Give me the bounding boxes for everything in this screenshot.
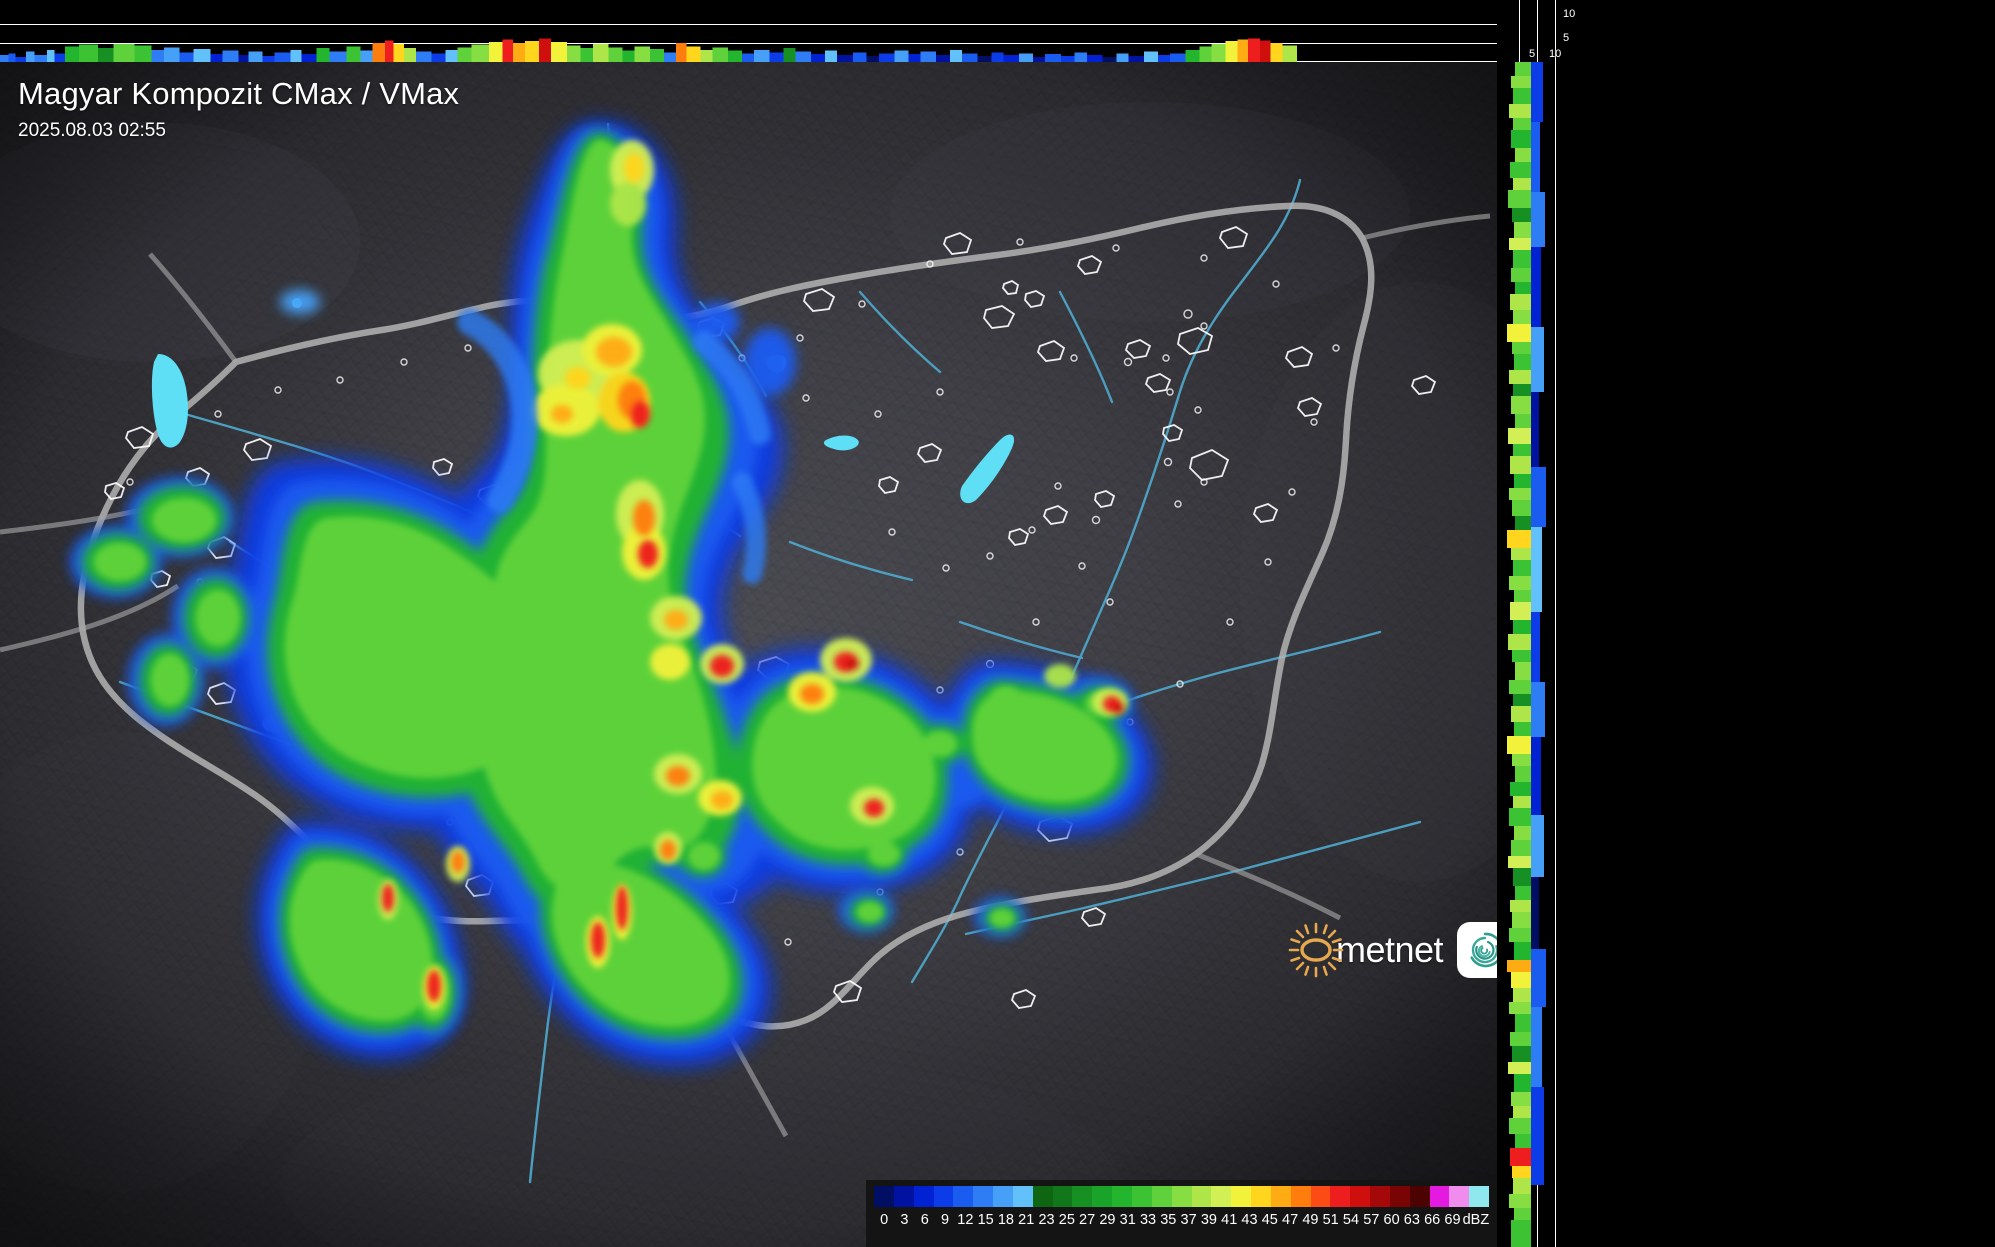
dbz-tick-66: 66: [1424, 1212, 1441, 1228]
dbz-swatch-22: [1310, 1186, 1331, 1207]
dbz-tick-49: 49: [1302, 1212, 1319, 1228]
dbz-swatch-11: [1092, 1186, 1113, 1207]
dbz-swatch-25: [1370, 1186, 1390, 1207]
dbz-tick-45: 45: [1261, 1212, 1278, 1228]
radar-echo-core-green: [94, 139, 1119, 1027]
vmax-right-echo-profile: [1507, 62, 1531, 1247]
radar-echo-edge: [457, 309, 771, 584]
dbz-tick-41: 41: [1221, 1212, 1238, 1228]
map-vector-layer: [0, 62, 1497, 1247]
vmax-top-gridline-5: [0, 43, 1497, 44]
dbz-swatch-18: [1231, 1186, 1252, 1207]
dbz-swatch-1: [893, 1186, 914, 1207]
radar-echo-red-cores: [382, 153, 1124, 1002]
dbz-tick-27: 27: [1079, 1212, 1096, 1228]
vmax-top-gridline-10: [0, 24, 1497, 25]
radar-map[interactable]: Magyar Kompozit CMax / VMax 2025.08.03 0…: [0, 62, 1497, 1247]
dbz-swatch-13: [1131, 1186, 1152, 1207]
vmax-axis-label-horizontal-5: 5: [1529, 48, 1536, 60]
dbz-tick-39: 39: [1200, 1212, 1217, 1228]
dbz-tick-69: 69: [1444, 1212, 1461, 1228]
dbz-tick-35: 35: [1160, 1212, 1177, 1228]
vmax-axis-label-vertical-5: 5: [1563, 32, 1570, 44]
dbz-color-legend: 0 3 6 9 12 15 18 21 23 25 27 29 31 33 35 37 39 41 43 45 47 49…: [866, 1180, 1497, 1247]
dbz-swatch-23: [1330, 1186, 1351, 1207]
dbz-tick-60: 60: [1383, 1212, 1400, 1228]
dbz-swatch-3: [933, 1186, 954, 1207]
dbz-swatch-24: [1350, 1186, 1371, 1207]
dbz-tick-31: 31: [1119, 1212, 1136, 1228]
dbz-swatch-20: [1270, 1186, 1291, 1207]
dbz-swatch-30: [1469, 1186, 1490, 1207]
dbz-tick-37: 37: [1180, 1212, 1197, 1228]
vmax-right-baseline: [1555, 0, 1556, 1247]
dbz-tick-33: 33: [1139, 1212, 1157, 1228]
metnet-wordmark: metnet: [1336, 929, 1444, 970]
dbz-swatch-14: [1151, 1186, 1172, 1207]
dbz-swatch-0: [874, 1186, 894, 1207]
vmax-top-panel: [0, 0, 1497, 62]
lake-neusiedler: [151, 354, 188, 448]
dbz-swatch-7: [1012, 1186, 1033, 1207]
dbz-tick-labels: 0 3 6 9 12 15 18 21 23 25 27 29 31 33 35 37 39 41 43 45 47 49…: [874, 1210, 1489, 1230]
vmax-right-secondary-profile: [1531, 62, 1546, 1185]
dbz-tick-29: 29: [1099, 1212, 1116, 1228]
dbz-swatch-5: [973, 1186, 994, 1207]
dbz-swatch-26: [1389, 1186, 1410, 1207]
dbz-tick-12: 12: [957, 1212, 974, 1228]
dbz-unit-label: dBZ: [1462, 1212, 1490, 1228]
dbz-tick-15: 15: [977, 1212, 994, 1228]
dbz-tick-47: 47: [1282, 1212, 1299, 1228]
dbz-color-ramp: [874, 1186, 1490, 1207]
dbz-tick-0: 0: [880, 1212, 889, 1228]
spiral-app-icon[interactable]: [1457, 922, 1497, 978]
dbz-swatch-8: [1032, 1186, 1053, 1207]
dbz-swatch-2: [913, 1186, 934, 1207]
dbz-swatch-12: [1112, 1186, 1132, 1207]
dbz-swatch-29: [1449, 1186, 1470, 1207]
dbz-swatch-6: [993, 1186, 1013, 1207]
dbz-swatch-16: [1191, 1186, 1212, 1207]
lake-small-2: [823, 435, 859, 451]
dbz-swatch-27: [1409, 1186, 1430, 1207]
dbz-tick-51: 51: [1322, 1212, 1339, 1228]
dbz-swatch-15: [1171, 1186, 1192, 1207]
dbz-tick-6: 6: [920, 1212, 929, 1228]
dbz-swatch-4: [953, 1186, 974, 1207]
dbz-tick-57: 57: [1363, 1212, 1380, 1228]
dbz-swatch-21: [1290, 1186, 1311, 1207]
vmax-axis-label-horizontal-10: 10: [1549, 48, 1562, 60]
dbz-tick-3: 3: [900, 1212, 909, 1228]
dbz-tick-54: 54: [1342, 1212, 1360, 1228]
vmax-top-echo-profile: [0, 38, 1298, 62]
vmax-right-panel: 10 5 5 10: [1497, 0, 1995, 1247]
dbz-swatch-17: [1211, 1186, 1232, 1207]
dbz-swatch-9: [1052, 1186, 1073, 1207]
dbz-tick-9: 9: [941, 1212, 950, 1228]
radar-echo-yellow: [378, 140, 1128, 1010]
dbz-tick-18: 18: [997, 1212, 1014, 1228]
dbz-tick-43: 43: [1241, 1212, 1258, 1228]
lake-tisza: [960, 434, 1015, 504]
dbz-tick-25: 25: [1058, 1212, 1075, 1228]
vmax-axis-label-vertical-10: 10: [1563, 8, 1576, 20]
sun-icon: [1288, 922, 1344, 978]
dbz-tick-63: 63: [1403, 1212, 1420, 1228]
dbz-swatch-10: [1072, 1186, 1093, 1207]
metnet-logo[interactable]: metnet: [1288, 922, 1497, 978]
dbz-tick-23: 23: [1038, 1212, 1055, 1228]
dbz-tick-21: 21: [1018, 1212, 1035, 1228]
dbz-swatch-28: [1429, 1186, 1450, 1207]
dbz-swatch-19: [1251, 1186, 1271, 1207]
